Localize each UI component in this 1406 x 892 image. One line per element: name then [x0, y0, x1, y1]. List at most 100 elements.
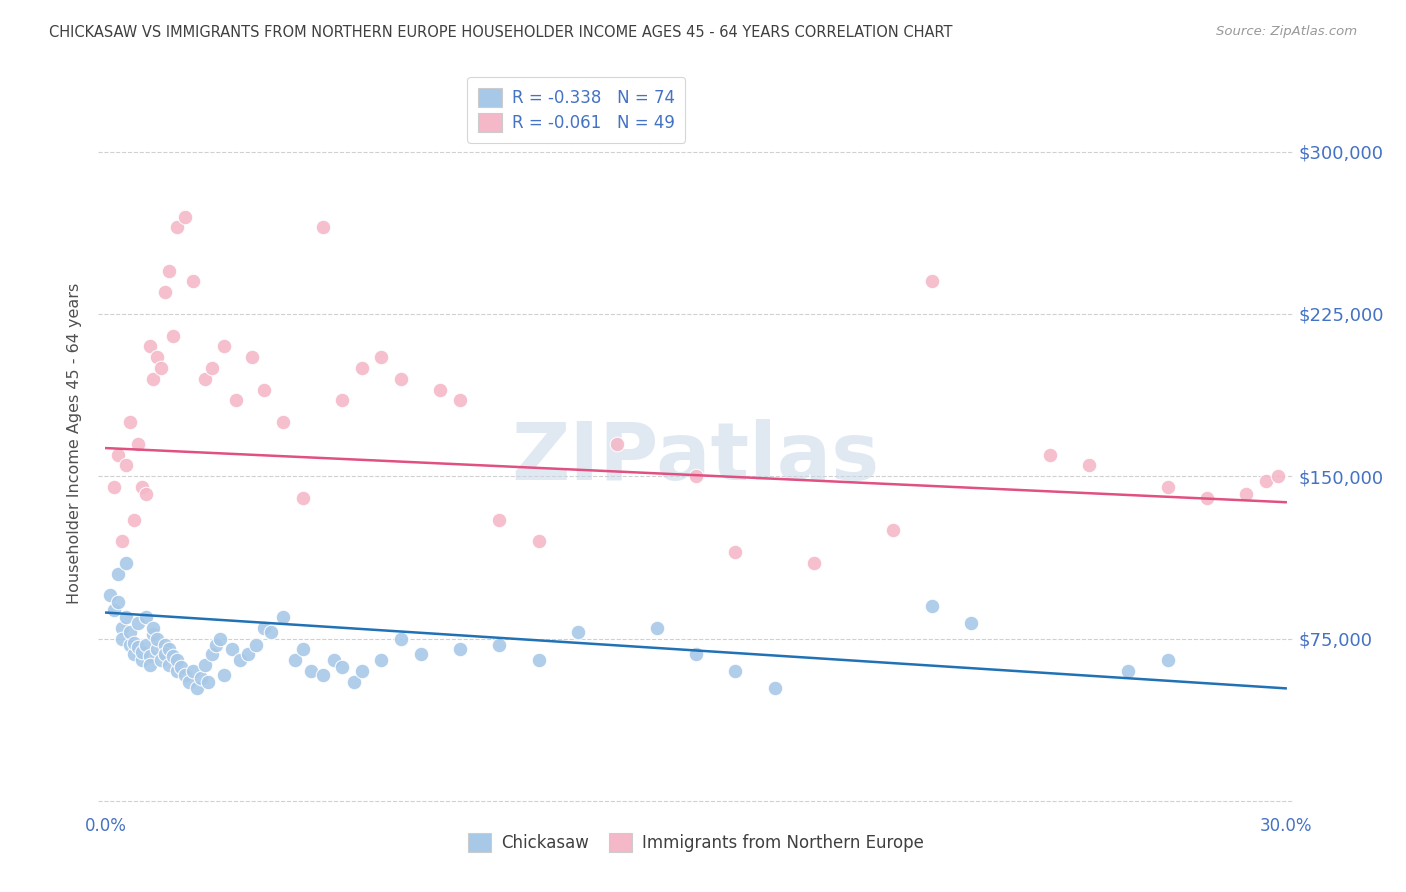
- Point: [138, 657, 160, 672]
- Point: [146, 632, 169, 646]
- Point: [131, 653, 153, 667]
- Point: [146, 350, 169, 364]
- Point: [350, 361, 373, 376]
- Point: [389, 632, 412, 646]
- Point: [645, 621, 668, 635]
- Point: [201, 361, 224, 376]
- Point: [1078, 458, 1101, 473]
- Point: [107, 595, 129, 609]
- Point: [527, 534, 550, 549]
- Point: [724, 664, 747, 678]
- Legend: Chickasaw, Immigrants from Northern Europe: Chickasaw, Immigrants from Northern Euro…: [461, 826, 931, 859]
- Point: [166, 220, 188, 235]
- Point: [181, 275, 204, 289]
- Point: [567, 625, 589, 640]
- Point: [1039, 448, 1062, 462]
- Point: [127, 436, 149, 450]
- Point: [1234, 486, 1257, 500]
- Point: [330, 659, 353, 673]
- Point: [212, 339, 235, 353]
- Point: [157, 263, 180, 277]
- Point: [142, 621, 165, 635]
- Point: [271, 415, 294, 429]
- Point: [111, 621, 134, 635]
- Point: [685, 647, 707, 661]
- Text: CHICKASAW VS IMMIGRANTS FROM NORTHERN EUROPE HOUSEHOLDER INCOME AGES 45 - 64 YEA: CHICKASAW VS IMMIGRANTS FROM NORTHERN EU…: [49, 25, 953, 40]
- Point: [193, 372, 215, 386]
- Point: [1157, 653, 1180, 667]
- Point: [115, 458, 138, 473]
- Point: [284, 653, 307, 667]
- Point: [488, 638, 510, 652]
- Point: [142, 372, 165, 386]
- Point: [111, 632, 134, 646]
- Point: [122, 512, 145, 526]
- Point: [142, 627, 165, 641]
- Point: [291, 642, 314, 657]
- Point: [155, 638, 177, 652]
- Point: [429, 383, 451, 397]
- Point: [138, 339, 160, 353]
- Point: [803, 556, 825, 570]
- Point: [111, 534, 134, 549]
- Point: [350, 664, 373, 678]
- Point: [343, 674, 366, 689]
- Point: [311, 668, 333, 682]
- Point: [177, 674, 200, 689]
- Point: [960, 616, 983, 631]
- Point: [209, 632, 232, 646]
- Point: [240, 350, 263, 364]
- Point: [197, 674, 219, 689]
- Point: [181, 664, 204, 678]
- Point: [107, 566, 129, 581]
- Point: [236, 647, 259, 661]
- Point: [162, 648, 184, 663]
- Point: [131, 480, 153, 494]
- Point: [98, 588, 121, 602]
- Point: [763, 681, 786, 696]
- Point: [260, 625, 283, 640]
- Point: [882, 524, 904, 538]
- Point: [724, 545, 747, 559]
- Point: [606, 436, 628, 450]
- Point: [138, 648, 160, 663]
- Point: [135, 610, 157, 624]
- Point: [162, 328, 184, 343]
- Point: [174, 210, 197, 224]
- Point: [1157, 480, 1180, 494]
- Point: [229, 653, 252, 667]
- Point: [252, 621, 274, 635]
- Point: [389, 372, 412, 386]
- Point: [488, 512, 510, 526]
- Y-axis label: Householder Income Ages 45 - 64 years: Householder Income Ages 45 - 64 years: [67, 283, 83, 605]
- Point: [527, 653, 550, 667]
- Point: [201, 647, 224, 661]
- Point: [225, 393, 247, 408]
- Point: [155, 647, 177, 661]
- Point: [299, 664, 322, 678]
- Point: [311, 220, 333, 235]
- Point: [221, 642, 243, 657]
- Point: [155, 285, 177, 300]
- Point: [271, 610, 294, 624]
- Point: [131, 644, 153, 658]
- Point: [921, 599, 943, 613]
- Point: [170, 659, 193, 673]
- Point: [1118, 664, 1140, 678]
- Point: [150, 361, 173, 376]
- Text: Source: ZipAtlas.com: Source: ZipAtlas.com: [1216, 25, 1357, 38]
- Point: [135, 638, 157, 652]
- Point: [205, 638, 228, 652]
- Point: [157, 642, 180, 657]
- Point: [449, 642, 471, 657]
- Point: [107, 448, 129, 462]
- Point: [115, 556, 138, 570]
- Point: [186, 681, 208, 696]
- Point: [323, 653, 346, 667]
- Point: [157, 657, 180, 672]
- Point: [921, 275, 943, 289]
- Point: [190, 671, 212, 685]
- Point: [166, 664, 188, 678]
- Point: [146, 642, 169, 657]
- Point: [103, 480, 125, 494]
